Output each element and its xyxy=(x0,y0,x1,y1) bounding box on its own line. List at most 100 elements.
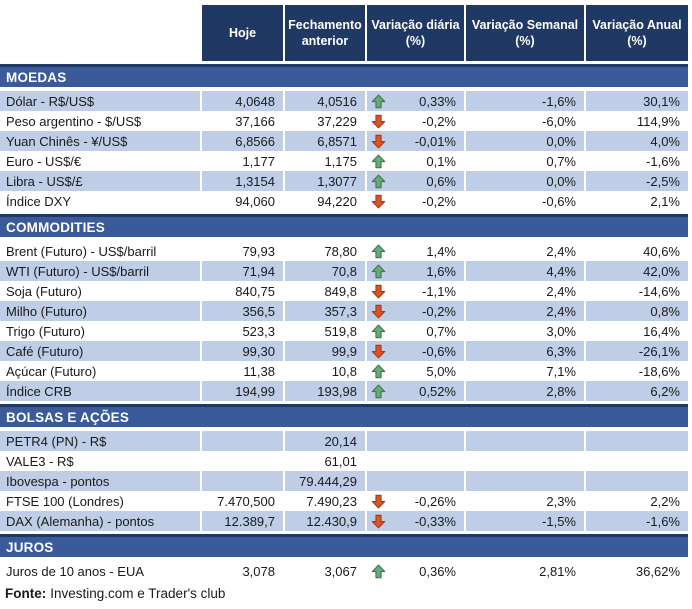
up-arrow-icon xyxy=(371,173,387,189)
anterior-value: 3,067 xyxy=(285,561,367,581)
anterior-value: 94,220 xyxy=(285,191,367,211)
anual-value: 0,8% xyxy=(586,301,688,321)
row-label: FTSE 100 (Londres) xyxy=(0,491,202,511)
anterior-value: 10,8 xyxy=(285,361,367,381)
anual-value: 40,6% xyxy=(643,243,680,259)
semanal-value: 0,0% xyxy=(466,131,586,151)
row-label: PETR4 (PN) - R$ xyxy=(0,431,202,451)
diaria-value: -0,26% xyxy=(414,493,456,509)
table-row: DAX (Alemanha) - pontos 12.389,7 12.430,9 -… xyxy=(0,511,688,531)
anual-value: 16,4% xyxy=(643,323,680,339)
row-label: VALE3 - R$ xyxy=(0,451,202,471)
row-label: Peso argentino - $/US$ xyxy=(0,111,202,131)
diaria-cell: 0,1% xyxy=(367,151,466,171)
anual-value: 30,1% xyxy=(586,91,688,111)
table-sections: MOEDAS Dólar - R$/US$ 4,0648 4,0516 0,33% -1,… xyxy=(0,64,692,581)
diaria-value: -0,33% xyxy=(414,513,456,529)
anual-value: -18,6% xyxy=(638,363,680,379)
up-arrow-icon xyxy=(371,563,387,579)
diaria-cell: 0,52% xyxy=(367,381,466,401)
semanal-value: 0,0% xyxy=(466,171,586,191)
diaria-value: -0,2% xyxy=(422,193,456,209)
row-label: Açúcar (Futuro) xyxy=(0,361,202,381)
table-row: Índice CRB 194,99 193,98 0,52% 2,8% 6,2% xyxy=(0,381,688,401)
semanal-value: -0,6% xyxy=(466,191,586,211)
anual-value xyxy=(586,431,688,451)
diaria-value: -0,6% xyxy=(422,343,456,359)
down-arrow-icon xyxy=(371,283,387,299)
diaria-value: -1,1% xyxy=(422,283,456,299)
table-row: Café (Futuro) 99,30 99,9 -0,6% 6,3% -26,1% xyxy=(0,341,688,361)
hoje-value xyxy=(202,471,285,491)
diaria-cell xyxy=(367,431,466,451)
anual-value: -1,6% xyxy=(586,511,688,531)
column-header-diaria: Variação diária (%) xyxy=(367,5,466,61)
hoje-value: 523,3 xyxy=(202,321,285,341)
table-row: Brent (Futuro) - US$/barril 79,93 78,80 1,4… xyxy=(0,241,688,261)
hoje-value: 7.470,500 xyxy=(202,491,285,511)
anual-value: -26,1% xyxy=(586,341,688,361)
up-arrow-icon xyxy=(371,93,387,109)
diaria-cell: 5,0% xyxy=(367,361,466,381)
down-arrow-icon xyxy=(371,493,387,509)
section-header: JUROS xyxy=(0,534,688,557)
hoje-value: 1,177 xyxy=(202,151,285,171)
anterior-value: 519,8 xyxy=(285,321,367,341)
anterior-value: 7.490,23 xyxy=(285,491,367,511)
column-header-hoje: Hoje xyxy=(202,5,285,61)
up-arrow-icon xyxy=(371,153,387,169)
anual-value xyxy=(586,451,688,471)
up-arrow-icon xyxy=(371,263,387,279)
anterior-value: 1,3077 xyxy=(285,171,367,191)
table-row: Açúcar (Futuro) 11,38 10,8 5,0% 7,1% -18,6% xyxy=(0,361,688,381)
hoje-value: 12.389,7 xyxy=(202,511,285,531)
anual-value: 6,2% xyxy=(586,381,688,401)
no-arrow xyxy=(371,433,387,449)
anterior-value: 193,98 xyxy=(285,381,367,401)
semanal-value: 2,3% xyxy=(466,491,586,511)
row-label: WTI (Futuro) - US$/barril xyxy=(0,261,202,281)
row-label: Milho (Futuro) xyxy=(0,301,202,321)
down-arrow-icon xyxy=(371,513,387,529)
table-row: Peso argentino - $/US$ 37,166 37,229 -0,2% -… xyxy=(0,111,688,131)
anual-value: -1,6% xyxy=(646,153,680,169)
anterior-value: 20,14 xyxy=(285,431,367,451)
semanal-value: 2,81% xyxy=(466,561,586,581)
anual-value: 36,62% xyxy=(635,563,680,579)
section-header: MOEDAS xyxy=(0,64,688,87)
semanal-value xyxy=(466,431,586,451)
diaria-value: 0,36% xyxy=(419,563,456,579)
anterior-value: 61,01 xyxy=(285,451,367,471)
diaria-cell: 0,6% xyxy=(367,171,466,191)
diaria-cell: -0,01% xyxy=(367,131,466,151)
semanal-value: 2,4% xyxy=(466,241,586,261)
anual-value: 4,0% xyxy=(586,131,688,151)
hoje-value: 3,078 xyxy=(202,561,285,581)
diaria-value: -0,2% xyxy=(422,113,456,129)
row-label: Juros de 10 anos - EUA xyxy=(0,561,202,581)
table-row: Yuan Chinês - ¥/US$ 6,8566 6,8571 -0,01% 0,0… xyxy=(0,131,688,151)
up-arrow-icon xyxy=(371,383,387,399)
anual-value: 2,1% xyxy=(650,193,680,209)
hoje-value: 11,38 xyxy=(202,361,285,381)
down-arrow-icon xyxy=(371,343,387,359)
diaria-cell: -0,26% xyxy=(367,491,466,511)
anual-value: 2,2% xyxy=(650,493,680,509)
table-header-row: Hoje Fechamento anterior Variação diária… xyxy=(202,5,688,61)
table-row: PETR4 (PN) - R$ 20,14 xyxy=(0,431,688,451)
anterior-value: 70,8 xyxy=(285,261,367,281)
diaria-value: 5,0% xyxy=(426,363,456,379)
hoje-value: 71,94 xyxy=(202,261,285,281)
diaria-value: -0,2% xyxy=(422,303,456,319)
anual-value: 114,9% xyxy=(636,113,680,129)
anterior-value: 6,8571 xyxy=(285,131,367,151)
diaria-cell: -0,6% xyxy=(367,341,466,361)
anual-value xyxy=(586,471,688,491)
diaria-cell: 0,7% xyxy=(367,321,466,341)
row-label: Índice CRB xyxy=(0,381,202,401)
column-header-semanal: Variação Semanal (%) xyxy=(466,5,586,61)
diaria-cell: 0,33% xyxy=(367,91,466,111)
row-label: Trigo (Futuro) xyxy=(0,321,202,341)
hoje-value: 194,99 xyxy=(202,381,285,401)
